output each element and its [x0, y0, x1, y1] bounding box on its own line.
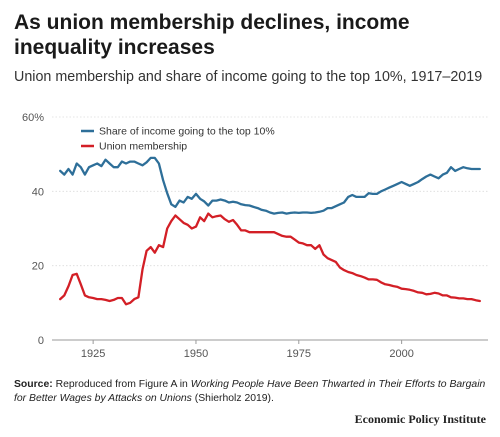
y-axis-ticks: 0 20 40 60%	[22, 112, 44, 347]
source-text-after: (Shierholz 2019).	[191, 393, 274, 404]
y-tick-label: 60%	[22, 112, 44, 124]
legend-label: Share of income going to the top 10%	[99, 126, 275, 138]
series-lines	[59, 156, 481, 306]
series-line-union-membership	[59, 212, 481, 306]
x-tick-label: 1975	[287, 348, 311, 360]
source-note: Source: Reproduced from Figure A in Work…	[14, 378, 486, 406]
line-chart: 0 20 40 60% 1925 1950 1975 2000 Share of incom…	[22, 112, 488, 360]
x-axis-ticks: 1925 1950 1975 2000	[81, 340, 414, 360]
source-report-link[interactable]: Working People Have Been Thwarted in The…	[14, 379, 486, 404]
brand-logo: Economic Policy Institute	[354, 412, 486, 426]
legend-label: Union membership	[99, 141, 187, 153]
x-tick-label: 2000	[389, 348, 413, 360]
chart-subtitle: Union membership and share of income goi…	[14, 69, 483, 85]
chart-title: As union membership declines, income ine…	[14, 11, 410, 59]
source-text-before: Reproduced from Figure A in	[52, 379, 191, 390]
y-tick-label: 20	[32, 261, 44, 273]
source-label: Source:	[14, 379, 53, 390]
series-line-top10-share	[59, 156, 481, 215]
y-tick-label: 40	[32, 186, 44, 198]
x-tick-label: 1950	[184, 348, 208, 360]
y-tick-label: 0	[38, 335, 44, 347]
grid-lines	[52, 116, 488, 341]
legend: Share of income going to the top 10% Unio…	[81, 126, 275, 153]
x-tick-label: 1925	[81, 348, 105, 360]
